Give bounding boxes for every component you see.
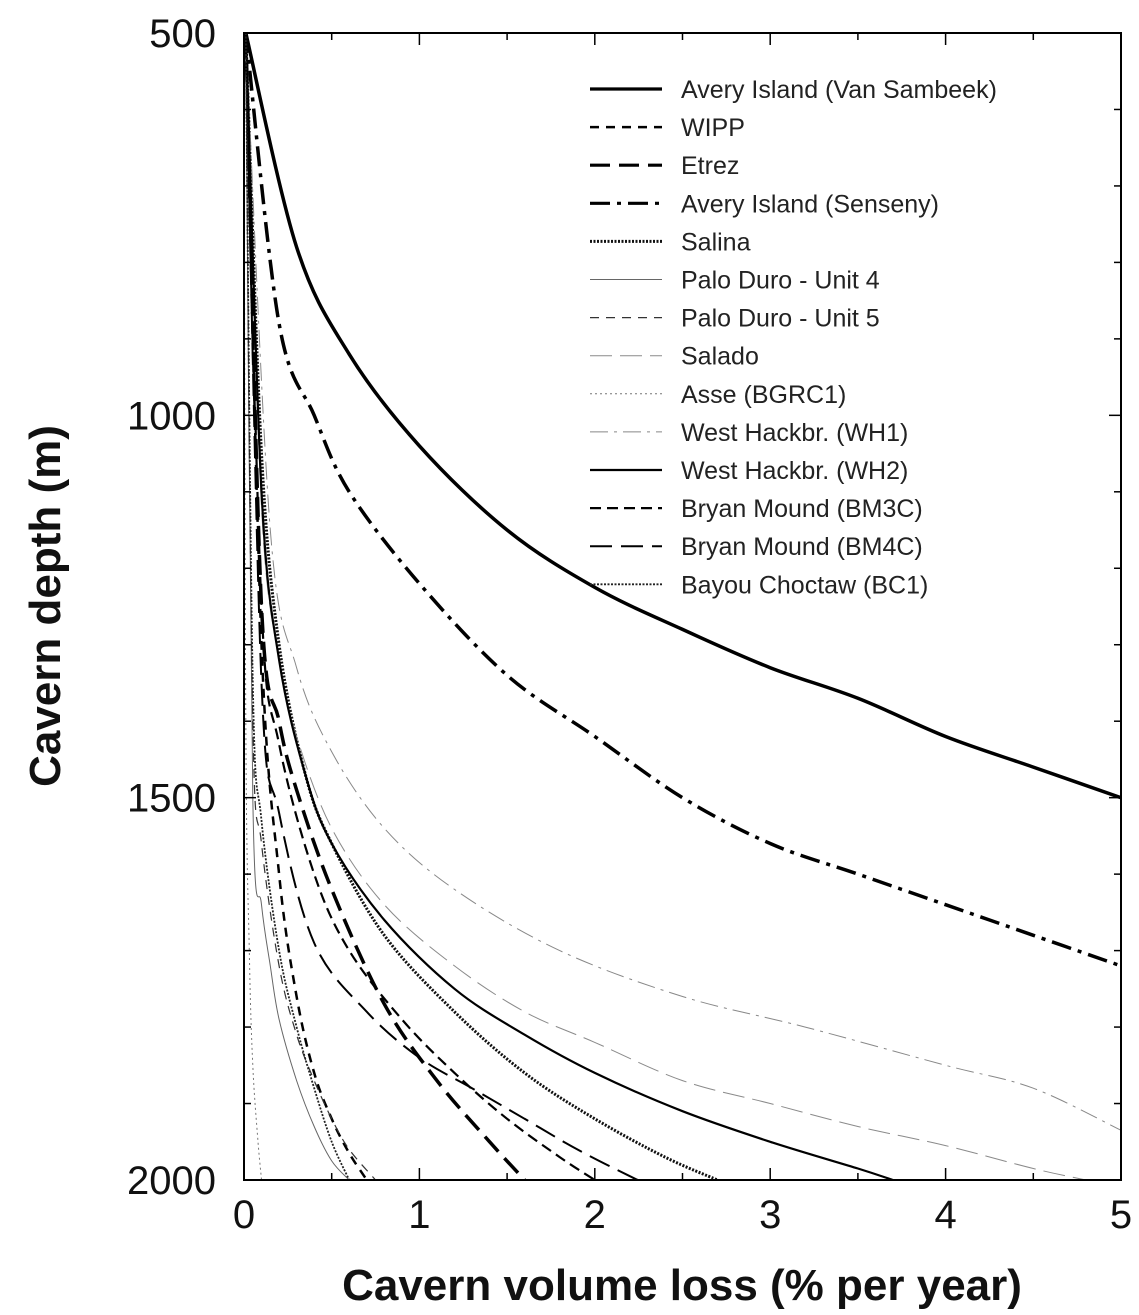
series-line-12 [244,33,596,1180]
series-line-11 [244,33,894,1180]
x-tick-label: 1 [408,1193,430,1237]
series-line-5 [244,33,719,1180]
legend-label-5: Salina [681,228,751,256]
series-line-10 [245,33,1121,1131]
legend-label-9: Asse (BGRC1) [681,381,846,409]
y-tick-label: 1000 [127,394,216,438]
tick-labels-layer: 0 1 2 3 4 5 500 1000 1500 2000 [127,12,1132,1237]
legend-label-11: West Hackbr. (WH2) [681,457,908,485]
y-axis-title: Cavern depth (m) [21,425,70,787]
ticks-layer [243,32,1122,1181]
series-line-13 [244,33,640,1180]
x-tick-label: 3 [759,1193,781,1237]
series-line-6 [245,33,350,1180]
series-layer [244,33,1121,1180]
y-tick-label: 1500 [127,777,216,821]
x-tick-label: 0 [233,1193,255,1237]
series-line-14 [244,33,351,1180]
series-line-4 [244,33,1121,968]
x-tick-label: 4 [934,1193,956,1237]
legend-label-4: Avery Island (Senseny) [681,190,939,218]
legend-label-6: Palo Duro - Unit 4 [681,267,880,295]
series-line-1 [244,33,1121,800]
legend-label-3: Etrez [681,152,739,180]
legend-label-8: Salado [681,343,759,371]
x-tick-label: 2 [584,1193,606,1237]
x-tick-label: 5 [1110,1193,1132,1237]
legend-label-2: WIPP [681,114,745,142]
series-line-2 [244,33,368,1180]
legend-label-12: Bryan Mound (BM3C) [681,495,923,523]
legend-label-13: Bryan Mound (BM4C) [681,533,923,561]
y-tick-label: 500 [149,12,216,56]
legend-label-14: Bayou Choctaw (BC1) [681,571,928,599]
series-line-8 [245,33,1087,1180]
series-line-7 [245,33,376,1180]
legend: Avery Island (Van Sambeek) WIPP Etrez Avery… [590,76,997,599]
legend-label-10: West Hackbr. (WH1) [681,419,908,447]
legend-label-7: Palo Duro - Unit 5 [681,305,880,333]
y-tick-label: 2000 [127,1159,216,1203]
legend-label-1: Avery Island (Van Sambeek) [681,76,997,104]
x-axis-title: Cavern volume loss (% per year) [342,1261,1022,1310]
series-line-9 [244,33,262,1180]
